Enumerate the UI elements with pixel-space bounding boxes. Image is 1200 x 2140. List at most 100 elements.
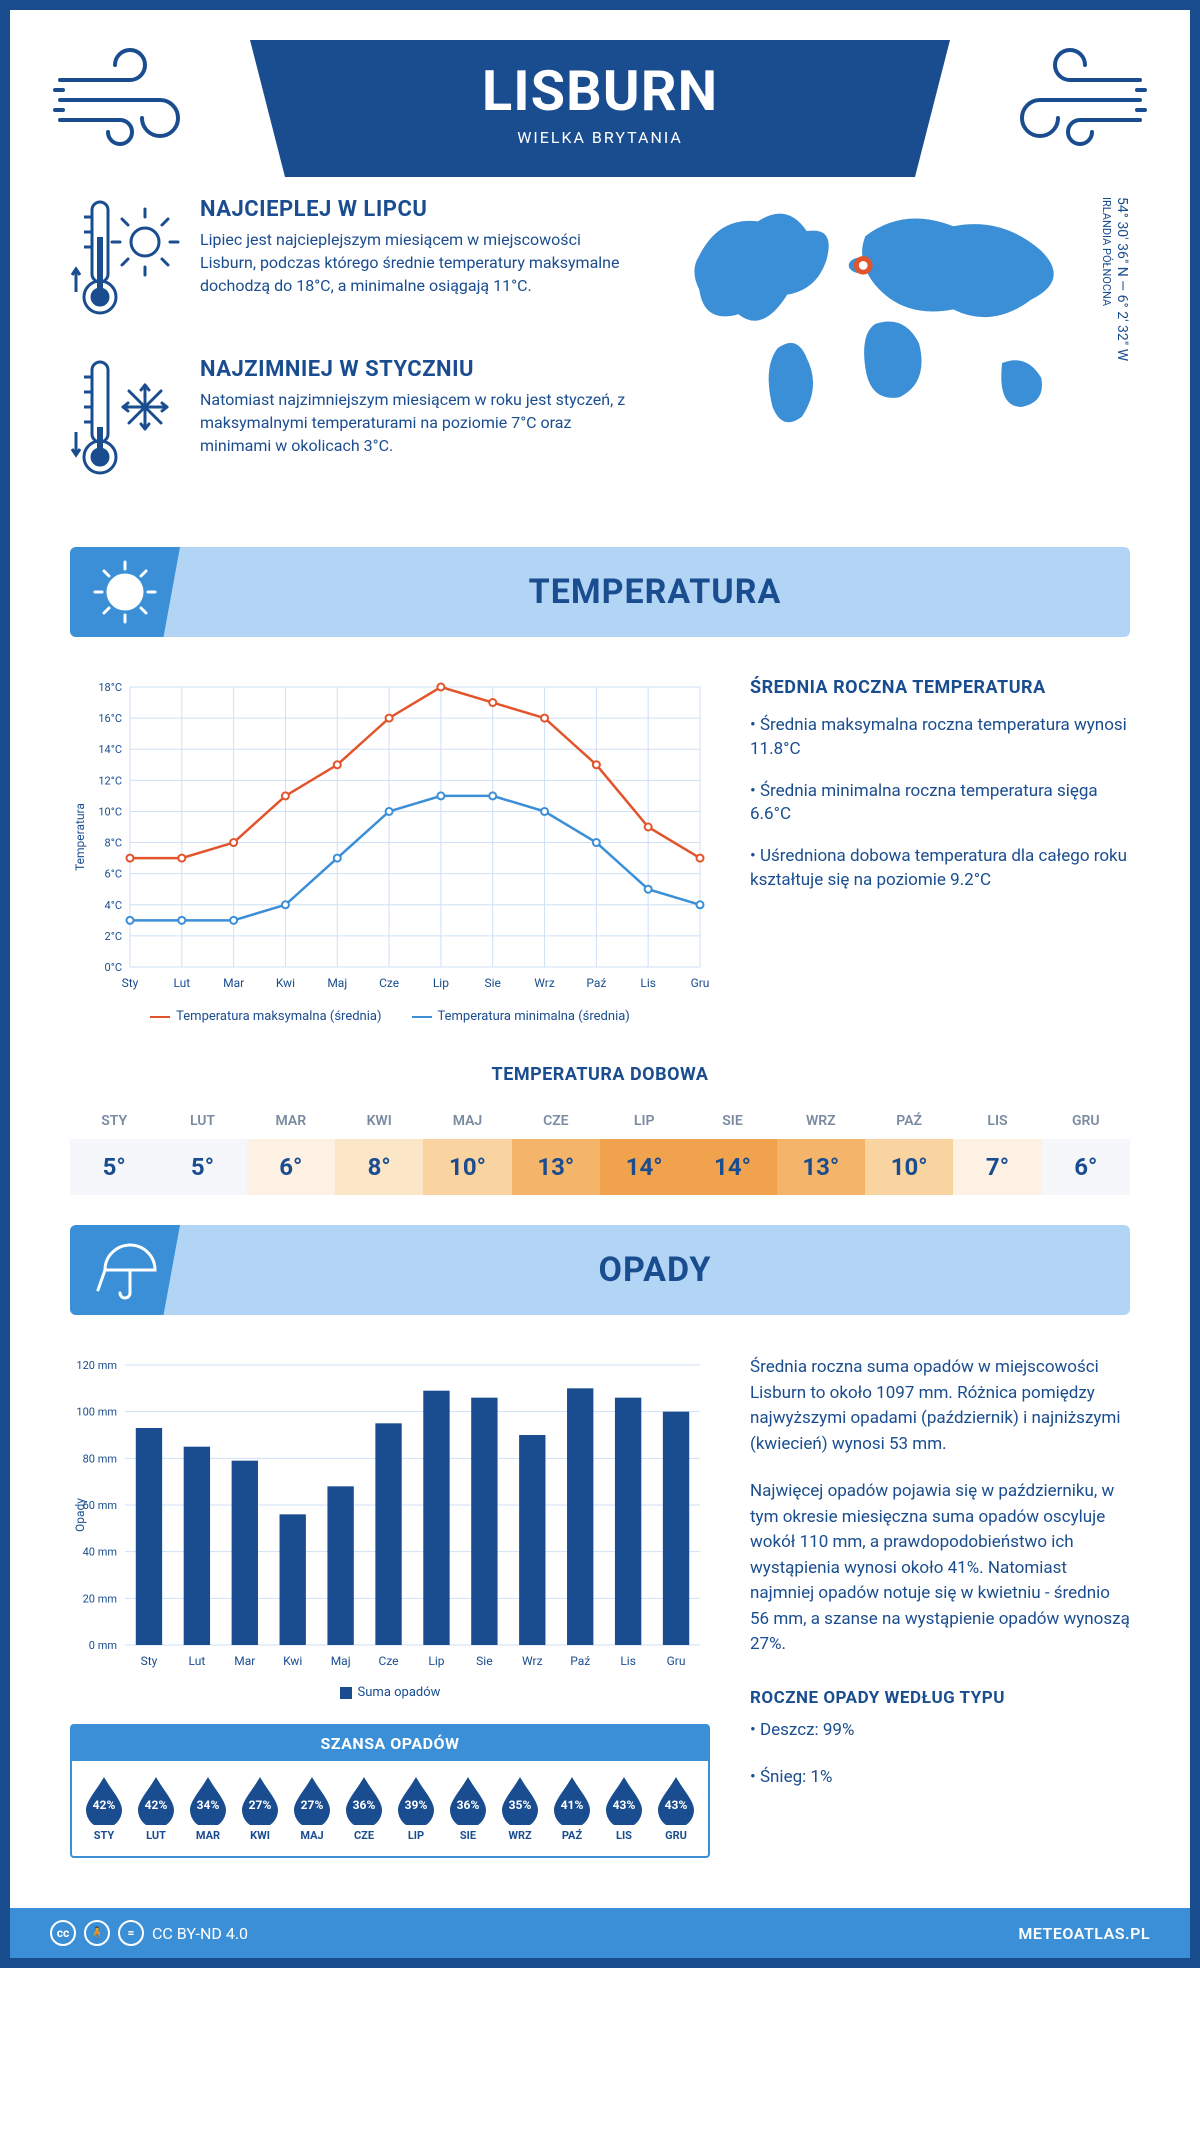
drop-value: 42% [93, 1798, 116, 1812]
svg-text:120 mm: 120 mm [76, 1359, 117, 1372]
drop-item: 36% CZE [340, 1775, 388, 1842]
svg-text:2°C: 2°C [105, 930, 122, 943]
daily-value: 10° [865, 1139, 953, 1195]
license-text: CC BY-ND 4.0 [152, 1924, 248, 1943]
rain-para-1: Średnia roczna suma opadów w miejscowośc… [750, 1355, 1130, 1457]
drop-item: 43% GRU [652, 1775, 700, 1842]
raindrop-icon: 36% [344, 1775, 384, 1825]
footer: cc 🧍 = CC BY-ND 4.0 METEOATLAS.PL [10, 1908, 1190, 1958]
daily-month: MAJ [423, 1103, 511, 1139]
drop-value: 42% [145, 1798, 168, 1812]
chance-box: SZANSA OPADÓW 42% STY 42% LUT 34% MAR 27… [70, 1724, 710, 1858]
rainfall-chart: 0 mm20 mm40 mm60 mm80 mm100 mm120 mmOpad… [70, 1355, 710, 1700]
coords-lon: 6° 2' 32" W [1114, 295, 1130, 361]
raindrop-icon: 34% [188, 1775, 228, 1825]
legend-max-label: Temperatura maksymalna (średnia) [176, 1009, 381, 1024]
daily-value: 14° [600, 1139, 688, 1195]
cold-title: NAJZIMNIEJ W STYCZNIU [200, 357, 640, 382]
svg-text:Sty: Sty [122, 976, 139, 990]
drop-value: 27% [301, 1798, 324, 1812]
daily-month: WRZ [777, 1103, 865, 1139]
raindrop-icon: 35% [500, 1775, 540, 1825]
hot-title: NAJCIEPLEJ W LIPCU [200, 197, 640, 222]
daily-temp-months-row: STYLUTMARKWIMAJCZELIPSIEWRZPAŹLISGRU [70, 1103, 1130, 1139]
raindrop-icon: 36% [448, 1775, 488, 1825]
license-block: cc 🧍 = CC BY-ND 4.0 [50, 1920, 248, 1946]
svg-text:80 mm: 80 mm [83, 1452, 117, 1465]
drop-value: 43% [613, 1798, 636, 1812]
drop-item: 41% PAŹ [548, 1775, 596, 1842]
temp-bullet-3: • Uśredniona dobowa temperatura dla całe… [750, 845, 1130, 893]
daily-month: LUT [158, 1103, 246, 1139]
svg-text:Maj: Maj [331, 1654, 351, 1668]
drop-item: 27% MAJ [288, 1775, 336, 1842]
temperature-chart: 0°C2°C4°C6°C8°C10°C12°C14°C16°C18°CStyLu… [70, 677, 710, 1024]
legend-max-swatch [150, 1016, 170, 1018]
svg-text:Mar: Mar [223, 976, 244, 990]
cold-text: Natomiast najzimniejszym miesiącem w rok… [200, 388, 640, 458]
daily-month: GRU [1042, 1103, 1130, 1139]
rain-type-heading: ROCZNE OPADY WEDŁUG TYPU [750, 1688, 1130, 1708]
raindrop-icon: 43% [656, 1775, 696, 1825]
daily-value: 8° [335, 1139, 423, 1195]
raindrop-icon: 41% [552, 1775, 592, 1825]
daily-temp-values-row: 5°5°6°8°10°13°14°14°13°10°7°6° [70, 1139, 1130, 1195]
raindrop-icon: 39% [396, 1775, 436, 1825]
sun-icon [90, 557, 160, 627]
site-name: METEOATLAS.PL [1018, 1924, 1150, 1943]
daily-value: 6° [247, 1139, 335, 1195]
daily-month: MAR [247, 1103, 335, 1139]
legend-min-swatch [412, 1016, 432, 1018]
thermometer-cold-icon [70, 357, 180, 487]
svg-text:Lip: Lip [433, 976, 449, 990]
drop-item: 36% SIE [444, 1775, 492, 1842]
temp-legend: Temperatura maksymalna (średnia) Tempera… [70, 1001, 710, 1024]
rainfall-banner: OPADY [70, 1225, 1130, 1315]
country-name: WIELKA BRYTANIA [250, 128, 950, 147]
drop-value: 43% [665, 1798, 688, 1812]
raindrop-icon: 43% [604, 1775, 644, 1825]
drop-item: 42% LUT [132, 1775, 180, 1842]
header: LISBURN WIELKA BRYTANIA [10, 10, 1190, 187]
drop-value: 34% [197, 1798, 220, 1812]
umbrella-icon [90, 1235, 160, 1305]
nd-icon: = [118, 1920, 144, 1946]
hot-block: NAJCIEPLEJ W LIPCU Lipiec jest najcieple… [70, 197, 640, 327]
svg-text:0 mm: 0 mm [89, 1639, 117, 1652]
temperature-section: TEMPERATURA 0°C2°C4°C6°C8°C10°C12°C14°C1… [70, 547, 1130, 1195]
svg-text:Kwi: Kwi [276, 976, 295, 990]
daily-month: KWI [335, 1103, 423, 1139]
daily-month: LIP [600, 1103, 688, 1139]
rainfall-heading: OPADY [180, 1250, 1130, 1290]
daily-value: 7° [953, 1139, 1041, 1195]
svg-text:10°C: 10°C [98, 805, 122, 818]
rainfall-section: OPADY 0 mm20 mm40 mm60 mm80 mm100 mm120 … [70, 1225, 1130, 1878]
svg-text:Lip: Lip [428, 1654, 444, 1668]
drop-month: SIE [460, 1829, 476, 1842]
svg-text:Kwi: Kwi [283, 1654, 302, 1668]
rain-legend-label: Suma opadów [358, 1685, 441, 1700]
svg-text:Lis: Lis [640, 976, 656, 990]
drop-item: 34% MAR [184, 1775, 232, 1842]
svg-text:Wrz: Wrz [522, 1654, 543, 1668]
drop-month: MAJ [300, 1829, 323, 1842]
daily-month: SIE [688, 1103, 776, 1139]
info-section: NAJCIEPLEJ W LIPCU Lipiec jest najcieple… [10, 187, 1190, 547]
svg-text:60 mm: 60 mm [83, 1499, 117, 1512]
svg-text:Cze: Cze [379, 1654, 399, 1668]
raindrop-icon: 27% [240, 1775, 280, 1825]
drop-value: 35% [509, 1798, 532, 1812]
svg-text:Mar: Mar [234, 1654, 255, 1668]
svg-text:Sty: Sty [141, 1654, 158, 1668]
daily-value: 6° [1042, 1139, 1130, 1195]
drop-month: LIP [408, 1829, 424, 1842]
daily-temp-title: TEMPERATURA DOBOWA [70, 1064, 1130, 1085]
svg-text:20 mm: 20 mm [83, 1592, 117, 1605]
drop-month: PAŹ [562, 1829, 582, 1842]
temp-bullet-2: • Średnia minimalna roczna temperatura s… [750, 780, 1130, 828]
svg-text:6°C: 6°C [105, 868, 122, 881]
wind-icon-right [970, 40, 1150, 160]
drop-item: 39% LIP [392, 1775, 440, 1842]
temp-summary-heading: ŚREDNIA ROCZNA TEMPERATURA [750, 677, 1130, 698]
hot-text: Lipiec jest najcieplejszym miesiącem w m… [200, 228, 640, 298]
